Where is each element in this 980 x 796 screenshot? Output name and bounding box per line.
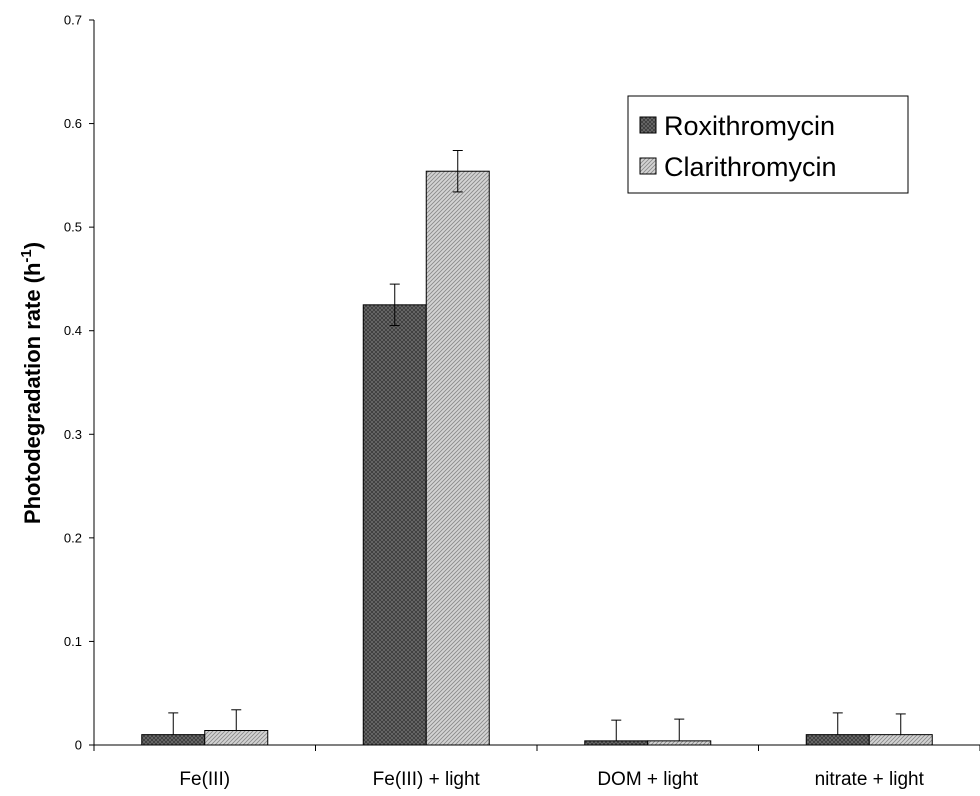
y-tick-label: 0.4 <box>64 323 82 338</box>
bars <box>141 170 933 746</box>
y-tick-label: 0.6 <box>64 116 82 131</box>
category-label: nitrate + light <box>815 769 925 790</box>
y-tick-label: 0.7 <box>64 13 82 28</box>
category-label: Fe(III) + light <box>373 769 481 790</box>
x-ticks <box>93 745 980 751</box>
bar-roxithromycin-1 <box>362 304 427 746</box>
bar-roxithromycin-3 <box>805 734 870 746</box>
bar-roxithromycin-2 <box>584 740 649 746</box>
legend: Roxithromycin Clarithromycin <box>627 95 909 194</box>
y-tick-label: 0.1 <box>64 634 82 649</box>
y-ticks: 0 0.1 0.2 0.3 0.4 0.5 0.6 0.7 <box>64 13 94 753</box>
legend-swatch-clarithromycin <box>639 157 657 175</box>
category-labels: Fe(III) Fe(III) + light DOM + light nitrate… <box>179 769 924 790</box>
y-tick-label: 0.5 <box>64 220 82 235</box>
y-tick-label: 0.3 <box>64 427 82 442</box>
legend-box <box>627 95 909 194</box>
y-axis-title-superscript: -1 <box>18 249 35 262</box>
bar-clarithromycin-1 <box>425 170 490 746</box>
bar-roxithromycin-0 <box>141 734 206 746</box>
y-tick-label: 0.2 <box>64 530 82 545</box>
legend-swatch-roxithromycin <box>639 116 657 134</box>
bar-clarithromycin-2 <box>647 740 712 746</box>
y-axis-title-suffix: ) <box>20 242 45 249</box>
bar-clarithromycin-3 <box>868 734 933 746</box>
legend-label-clarithromycin: Clarithromycin <box>664 152 837 182</box>
y-axis-title: Photodegradation rate (h-1) <box>18 242 45 524</box>
error-bars <box>168 150 906 741</box>
legend-label-roxithromycin: Roxithromycin <box>664 111 835 141</box>
category-label: DOM + light <box>597 769 699 790</box>
bar-clarithromycin-0 <box>204 730 269 746</box>
y-axis-title-text: Photodegradation rate (h <box>20 263 45 525</box>
category-label: Fe(III) <box>179 769 230 790</box>
y-tick-label: 0 <box>75 738 82 753</box>
